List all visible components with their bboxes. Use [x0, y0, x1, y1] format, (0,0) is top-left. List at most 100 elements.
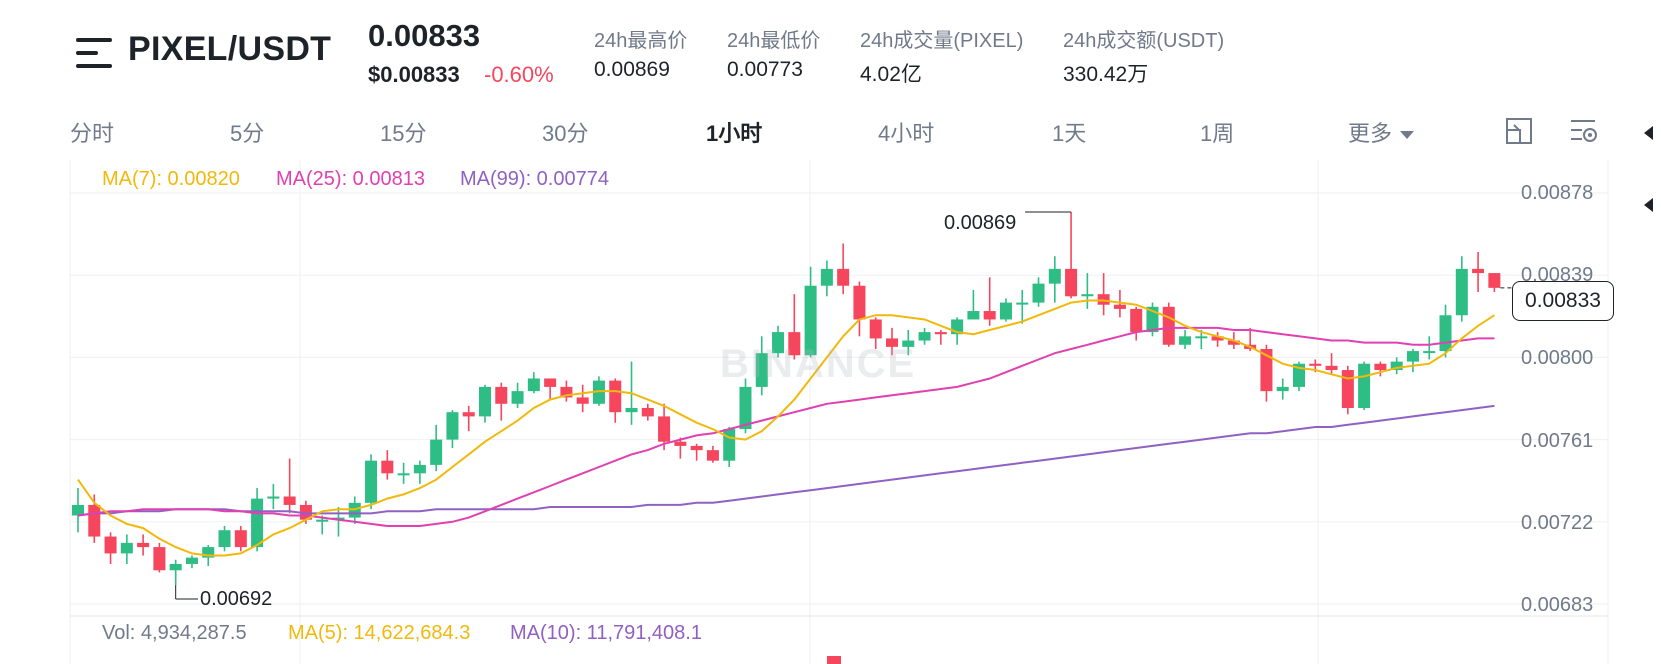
candle-body — [1081, 294, 1094, 297]
candle-body — [690, 445, 703, 451]
candle-body — [348, 502, 361, 518]
candle-body — [1211, 336, 1224, 341]
candle-body — [365, 460, 378, 503]
candle-body — [1097, 294, 1110, 305]
stat-turnover-label: 24h成交额(USDT) — [1063, 30, 1225, 52]
candle-body — [430, 439, 443, 465]
candle-body — [934, 332, 947, 335]
menu-icon[interactable] — [76, 36, 112, 70]
stat-low-value: 0.00773 — [727, 58, 803, 81]
candle-body — [983, 311, 996, 320]
candle-body — [104, 536, 117, 554]
volume-ma5-legend: MA(5): 14,622,684.3 — [288, 622, 471, 644]
ma99-line — [77, 404, 1495, 517]
candle-body — [1374, 363, 1387, 371]
candle-body — [788, 332, 801, 356]
fullscreen-icon[interactable] — [1504, 116, 1534, 146]
stat-high-label: 24h最高价 — [594, 30, 688, 52]
candle-body — [723, 429, 736, 461]
tab-5m[interactable]: 5分 — [230, 121, 265, 146]
candle-body — [479, 386, 491, 417]
stat-volume-label: 24h成交量(PIXEL) — [860, 30, 1024, 52]
y-tick: 0.00839 — [1521, 264, 1594, 286]
candle-body — [1276, 386, 1289, 392]
collapse-arrow-icon[interactable] — [1644, 198, 1653, 212]
low-marker-label: 0.00692 — [200, 588, 273, 610]
candle-body — [1195, 336, 1208, 339]
candle-body — [495, 386, 508, 404]
collapse-arrow-icon[interactable] — [1644, 126, 1653, 140]
candle-body — [853, 285, 866, 320]
watermark: BINANCE — [720, 342, 917, 386]
tab-1d[interactable]: 1天 — [1052, 121, 1087, 146]
candle-body — [1113, 304, 1126, 309]
last-price-tag: 0.00833 — [1512, 281, 1614, 321]
candle-body — [1016, 302, 1029, 305]
candle-body — [1341, 370, 1354, 408]
volume-ma10-legend: MA(10): 11,791,408.1 — [510, 622, 702, 644]
candle-body — [755, 353, 768, 387]
candlestick-chart[interactable] — [0, 150, 1661, 664]
candle-body — [1162, 306, 1175, 345]
candle-body — [185, 557, 198, 564]
y-tick: 0.00800 — [1521, 347, 1594, 369]
candle-body — [1472, 268, 1485, 274]
y-tick: 0.00761 — [1521, 430, 1594, 452]
candle-body — [1032, 283, 1045, 303]
candle-body — [641, 407, 654, 417]
volume-bar — [827, 656, 841, 664]
candle-body — [1455, 268, 1468, 316]
stat-volume-value: 4.02亿 — [860, 63, 922, 86]
candle-body — [625, 407, 638, 413]
tab-1w[interactable]: 1周 — [1200, 121, 1235, 146]
candle-body — [820, 268, 833, 286]
candle-body — [234, 530, 247, 548]
candle-body — [1423, 351, 1436, 354]
pair-title[interactable]: PIXEL/USDT — [128, 30, 332, 68]
tab-1h[interactable]: 1小时 — [706, 121, 763, 146]
candle-body — [381, 460, 394, 474]
tab-4h[interactable]: 4小时 — [878, 121, 935, 146]
candle-body — [462, 412, 475, 417]
candle-body — [869, 319, 882, 339]
candle-body — [316, 519, 329, 522]
candle-body — [837, 268, 850, 286]
candle-body — [446, 412, 459, 440]
candle-body — [902, 340, 915, 347]
candle-body — [967, 311, 980, 320]
y-tick: 0.00878 — [1521, 182, 1594, 204]
candle-body — [267, 496, 280, 499]
candle-body — [772, 332, 785, 354]
candle-body — [120, 542, 133, 554]
candle-body — [560, 386, 573, 398]
candle-body — [576, 397, 589, 404]
candle-body — [413, 464, 426, 474]
ma25-legend: MA(25): 0.00813 — [276, 168, 425, 190]
tab-more[interactable]: 更多 — [1348, 116, 1415, 148]
tab-30m[interactable]: 30分 — [542, 121, 589, 146]
chart-settings-icon[interactable] — [1568, 116, 1598, 146]
candle-body — [1309, 363, 1322, 366]
high-marker-label: 0.00869 — [944, 212, 1017, 234]
candle-body — [1227, 340, 1240, 345]
candle-body — [1179, 336, 1192, 345]
candle-body — [1406, 351, 1419, 362]
candle-body — [1048, 268, 1061, 284]
candle-body — [609, 380, 622, 413]
candle-body — [706, 450, 719, 461]
candle-body — [527, 378, 540, 392]
tab-time[interactable]: 分时 — [70, 121, 115, 146]
candle-body — [88, 504, 101, 537]
candle-body — [1358, 363, 1371, 408]
candle-body — [1325, 365, 1338, 371]
candle-body — [153, 547, 166, 571]
tab-15m[interactable]: 15分 — [380, 121, 427, 146]
candle-body — [999, 302, 1012, 320]
candle-body — [1065, 268, 1078, 297]
y-tick: 0.00683 — [1521, 594, 1594, 616]
candle-body — [218, 530, 231, 548]
candle-body — [202, 547, 215, 558]
candle-body — [169, 563, 182, 571]
candle-body — [332, 517, 345, 520]
stat-high-value: 0.00869 — [594, 58, 670, 81]
